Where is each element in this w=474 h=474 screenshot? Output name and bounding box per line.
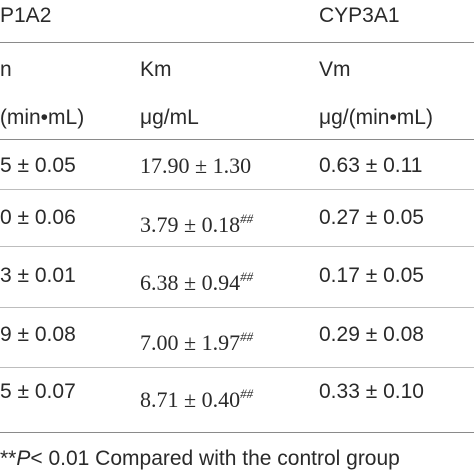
cell-km: 3.79 ± 0.18## <box>140 211 254 237</box>
cell-km: 6.38 ± 0.94## <box>140 269 254 295</box>
group-header-cyp3a1: CYP3A1 <box>319 4 400 27</box>
cell-km: 7.00 ± 1.97## <box>140 329 254 355</box>
cell-col1: 9 ± 0.08 <box>0 323 76 346</box>
row-divider <box>0 189 474 190</box>
row-divider <box>0 367 474 368</box>
cell-vm: 0.33 ± 0.10 <box>319 380 424 403</box>
cell-km: 17.90 ± 1.30 <box>140 153 252 178</box>
cell-col1: 0 ± 0.06 <box>0 206 76 229</box>
cell-col1: 5 ± 0.05 <box>0 154 76 177</box>
unit-km: μg/mL <box>140 106 199 129</box>
cell-vm: 0.63 ± 0.11 <box>319 154 423 177</box>
unit-left: /(min•mL) <box>0 106 85 129</box>
cell-col1: 3 ± 0.01 <box>0 264 76 287</box>
cell-km: 8.71 ± 0.40## <box>140 386 254 412</box>
cell-vm: 0.17 ± 0.05 <box>319 264 424 287</box>
cell-vm: 0.29 ± 0.08 <box>319 323 424 346</box>
row-divider <box>0 307 474 308</box>
header-divider <box>0 42 474 43</box>
row-divider <box>0 246 474 247</box>
cell-vm: 0.27 ± 0.05 <box>319 206 424 229</box>
table-bottom-border <box>0 432 474 433</box>
column-header-vm-left: n <box>0 58 12 81</box>
group-header-cyp1a2: P1A2 <box>0 4 52 27</box>
column-header-vm: Vm <box>319 58 351 81</box>
unit-vm: μg/(min•mL) <box>319 106 433 129</box>
column-header-km: Km <box>140 58 172 81</box>
units-divider <box>0 139 474 140</box>
cell-col1: 5 ± 0.07 <box>0 380 76 403</box>
footnote: **P< 0.01 Compared with the control grou… <box>0 447 400 470</box>
